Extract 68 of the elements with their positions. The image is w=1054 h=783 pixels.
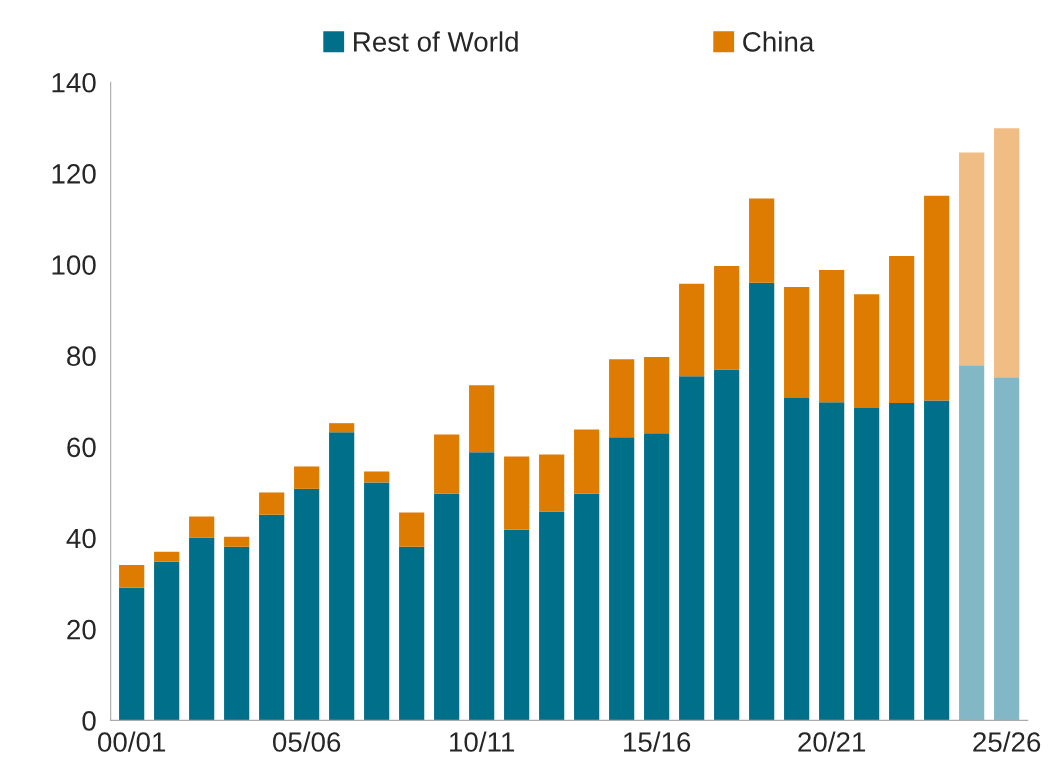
bar <box>259 492 285 515</box>
bar <box>154 551 180 562</box>
bar <box>679 376 705 721</box>
bar <box>364 471 390 483</box>
bar <box>189 516 215 538</box>
bar <box>259 514 285 721</box>
y-tick-label: 100 <box>52 255 96 275</box>
bar <box>889 403 915 721</box>
bar <box>924 195 950 401</box>
bar <box>784 286 810 399</box>
bar <box>434 434 460 494</box>
bar <box>749 282 775 721</box>
bar <box>959 152 985 366</box>
bar <box>994 128 1020 378</box>
bar <box>574 493 600 721</box>
bar <box>539 454 565 512</box>
bar <box>889 255 915 404</box>
x-tick-label: 20/21 <box>798 731 866 752</box>
y-tick-label: 20 <box>67 619 96 640</box>
legend-label: Rest of World <box>354 31 518 52</box>
bar <box>399 546 425 721</box>
x-tick-label: 10/11 <box>450 731 515 752</box>
bar <box>119 564 145 588</box>
bar <box>819 270 845 403</box>
x-tick-label: 15/16 <box>624 731 691 752</box>
bar <box>819 402 845 721</box>
bar <box>854 408 880 721</box>
y-tick-label: 80 <box>67 346 96 367</box>
y-tick-label: 140 <box>52 72 96 93</box>
bar <box>154 561 180 721</box>
bar <box>504 529 530 721</box>
bar <box>784 398 810 721</box>
y-tick-label: 40 <box>66 528 96 549</box>
bar <box>224 536 250 547</box>
bar <box>189 537 215 721</box>
x-tick-label: 05/06 <box>273 731 341 752</box>
y-tick-label: 120 <box>52 164 96 184</box>
x-tick-label: 00/01 <box>98 731 166 752</box>
legend-label: China <box>743 31 815 52</box>
bar <box>714 369 740 721</box>
bar <box>644 357 670 434</box>
bar <box>749 198 775 283</box>
bar <box>329 423 355 433</box>
bar <box>329 432 355 721</box>
bar <box>434 493 460 721</box>
bar <box>469 385 495 453</box>
bar <box>644 433 670 721</box>
bar <box>609 437 635 721</box>
bar <box>294 466 320 489</box>
bar <box>224 546 250 721</box>
bar <box>119 587 145 721</box>
bar <box>574 429 600 494</box>
bar <box>854 294 880 409</box>
bar <box>959 365 985 721</box>
bar <box>539 511 565 721</box>
bar <box>504 456 530 530</box>
x-tick-label: 25/26 <box>973 731 1041 752</box>
y-tick-label: 60 <box>67 437 96 458</box>
bar <box>609 359 635 438</box>
bar <box>294 488 320 721</box>
bar <box>364 482 390 721</box>
bar <box>714 265 740 370</box>
bar <box>679 283 705 377</box>
bar <box>924 400 950 721</box>
bar <box>469 452 495 721</box>
bar <box>994 377 1020 721</box>
y-tick-label: 0 <box>82 711 96 731</box>
bar <box>399 512 425 547</box>
